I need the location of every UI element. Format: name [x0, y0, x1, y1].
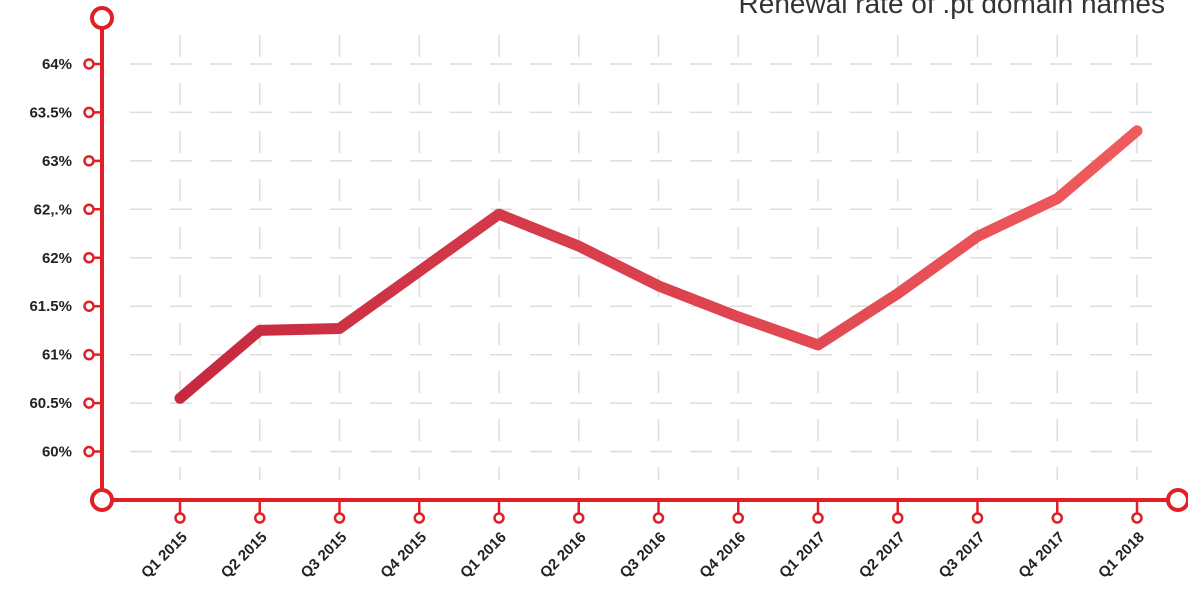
tick-dot: [83, 155, 95, 167]
tick-dot: [83, 445, 95, 458]
x-tick-label: Q3 2017: [936, 529, 989, 582]
tick-dot: [971, 512, 984, 524]
tick-dot: [254, 512, 266, 524]
tick-dot: [83, 106, 95, 119]
y-tick-label: 63%: [42, 153, 72, 170]
tick-dot: [732, 512, 744, 524]
chart-title: Renewal rate of .pt domain names: [739, 0, 1165, 19]
x-tick-label: Q2 2016: [537, 529, 590, 582]
tick-dot: [83, 203, 95, 216]
x-tick-label: Q3 2016: [617, 529, 670, 582]
tick-dot: [1131, 512, 1143, 524]
data-line: [174, 125, 1143, 404]
axis-end: [90, 488, 114, 512]
x-tick-label: Q4 2016: [696, 529, 749, 582]
tick-dot: [573, 512, 585, 524]
y-tick-label: 64%: [42, 56, 72, 73]
tick-dot: [83, 348, 95, 361]
x-tick-label: Q1 2015: [138, 529, 191, 582]
y-tick-label: 61.5%: [29, 298, 72, 315]
x-tick-label: Q2 2017: [856, 529, 909, 582]
tick-dot: [413, 512, 425, 524]
tick-dot: [83, 252, 95, 264]
tick-dot: [83, 300, 95, 312]
x-tick-label: Q3 2015: [298, 529, 351, 582]
axis-end: [90, 6, 114, 30]
tick-dot: [892, 512, 904, 524]
x-tick-label: Q2 2015: [218, 529, 271, 582]
y-tick-label: 60.5%: [29, 395, 72, 412]
tick-dot: [83, 58, 95, 70]
tick-dot: [83, 397, 95, 409]
tick-dot: [812, 512, 824, 524]
y-tick-label: 62%: [42, 250, 72, 267]
x-tick-label: Q1 2017: [776, 529, 829, 582]
x-tick-label: Q4 2017: [1015, 529, 1068, 582]
x-tick-label: Q1 2016: [457, 529, 510, 582]
tick-dot: [493, 512, 505, 524]
y-tick-label: 62,.%: [34, 201, 72, 218]
tick-dot: [174, 512, 186, 524]
tick-dot: [1051, 512, 1063, 524]
axis-end: [1166, 488, 1188, 512]
x-tick-label: Q4 2015: [377, 529, 430, 582]
y-tick-label: 61%: [42, 347, 72, 364]
tick-dot: [333, 512, 346, 524]
tick-dot: [652, 512, 665, 524]
x-tick-label: Q1 2018: [1095, 529, 1148, 582]
y-tick-label: 63.5%: [29, 104, 72, 121]
y-tick-label: 60%: [42, 444, 72, 461]
